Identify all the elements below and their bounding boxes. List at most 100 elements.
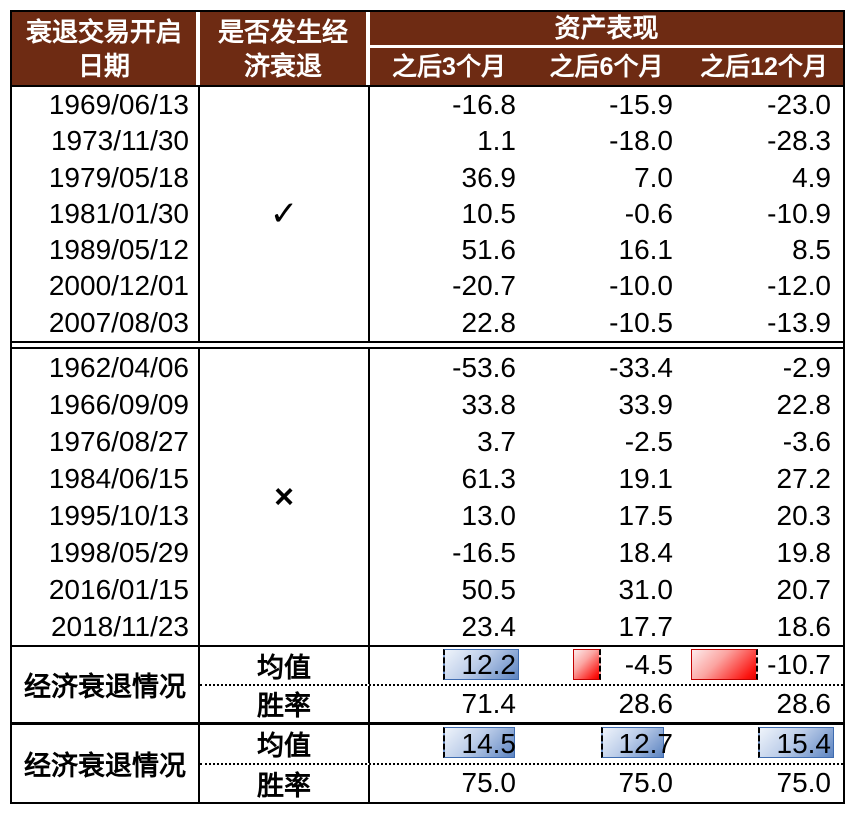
date-cell: 1998/05/29 <box>48 537 189 568</box>
values-column: -53.6 -33.4 -2.9 33.8 33.9 22.8 3.7 -2.5 -3.6 61.… <box>370 349 843 645</box>
value-row: -16.8 -15.9 -23.0 <box>370 87 843 123</box>
value-cell: -13.9 <box>767 306 831 338</box>
value-row: 33.8 33.9 22.8 <box>370 386 843 423</box>
value-row: -16.5 18.4 19.8 <box>370 534 843 571</box>
header-date-column: 衰退交易开启 日期 <box>12 12 196 85</box>
value-row: 3.7 -2.5 -3.6 <box>370 423 843 460</box>
data-bar <box>443 649 519 680</box>
mark-column: × <box>200 349 370 645</box>
date-cell: 1979/05/18 <box>48 161 189 193</box>
value-row: 23.4 17.7 18.6 <box>370 608 843 645</box>
value-cell: 22.8 <box>461 306 517 338</box>
value-cell: -18.0 <box>609 125 673 157</box>
mean-values: 12.2 -4.5 -10.7 <box>370 647 843 684</box>
win-values: 75.0 75.0 75.0 <box>370 765 843 803</box>
header-recession-line2: 济衰退 <box>243 50 322 81</box>
date-cell: 1973/11/30 <box>50 125 189 157</box>
win-row: 胜率 71.4 28.6 28.6 <box>200 685 843 722</box>
mean-values: 14.5 12.7 15.4 <box>370 725 843 763</box>
summary-label: 经济衰退情况 <box>12 725 200 802</box>
value-cell: -10.5 <box>609 306 673 338</box>
value-cell: -2.9 <box>782 352 831 383</box>
value-cell: 33.9 <box>618 389 674 420</box>
value-cell: -53.6 <box>452 352 516 383</box>
value-cell: 1.1 <box>477 125 516 157</box>
value-cell: 19.1 <box>618 463 674 494</box>
header-asset-group: 资产表现 之后3个月 之后6个月 之后12个月 <box>370 12 843 85</box>
mean-value-cell: -4.5 <box>528 647 685 684</box>
win-value-cell: 75.0 <box>776 767 832 799</box>
mean-value: -4.5 <box>624 649 673 681</box>
recession-mark: × <box>274 477 294 516</box>
value-row: 36.9 7.0 4.9 <box>370 160 843 196</box>
summary-section: 经济衰退情况 均值 12.2 -4.5 -10.7 胜率 71.4 28.6 28.6 <box>12 647 843 725</box>
mean-value-cell: 12.7 <box>528 725 685 763</box>
data-bar <box>573 649 601 680</box>
value-cell: 18.6 <box>776 611 832 642</box>
win-value-cell: 75.0 <box>618 767 674 799</box>
value-cell: 18.4 <box>618 537 674 568</box>
value-cell: 22.8 <box>776 389 832 420</box>
date-cell: 1984/06/15 <box>48 463 189 494</box>
mean-value: 12.7 <box>618 727 674 759</box>
header-recession-column: 是否发生经 济衰退 <box>200 12 366 85</box>
value-cell: -20.7 <box>452 270 516 302</box>
win-value-cell: 71.4 <box>461 687 517 719</box>
group-section: 1962/04/06 1966/09/09 1976/08/27 1984/06/15… <box>12 347 843 647</box>
date-cell: 1966/09/09 <box>48 389 189 420</box>
data-bar <box>601 727 664 758</box>
data-bar <box>758 727 834 758</box>
value-cell: 20.7 <box>776 574 832 605</box>
value-cell: -33.4 <box>609 352 673 383</box>
header-date-line1: 衰退交易开启 <box>25 16 182 47</box>
mean-row: 均值 12.2 -4.5 -10.7 <box>200 647 843 686</box>
mean-value: 14.5 <box>461 727 517 759</box>
value-cell: -12.0 <box>767 270 831 302</box>
date-column: 1969/06/13 1973/11/30 1979/05/18 1981/01/30… <box>12 87 200 341</box>
summary-right: 均值 14.5 12.7 15.4 胜率 75.0 75.0 75.0 <box>200 725 843 802</box>
date-cell: 2018/11/23 <box>50 611 189 642</box>
value-cell: 23.4 <box>461 611 517 642</box>
value-cell: 10.5 <box>461 197 517 229</box>
date-cell: 1969/06/13 <box>48 89 189 120</box>
value-cell: -3.6 <box>782 426 831 457</box>
value-cell: -2.5 <box>624 426 673 457</box>
header-date-line2: 日期 <box>77 50 130 81</box>
value-row: -20.7 -10.0 -12.0 <box>370 268 843 304</box>
value-cell: 4.9 <box>792 161 831 193</box>
header-asset-subrow: 之后3个月 之后6个月 之后12个月 <box>370 48 843 85</box>
summary-label: 经济衰退情况 <box>12 647 200 722</box>
group-section: 1969/06/13 1973/11/30 1979/05/18 1981/01/30… <box>12 87 843 343</box>
header-subcol-3m: 之后3个月 <box>392 52 506 81</box>
header-asset-title: 资产表现 <box>370 12 843 48</box>
value-row: 51.6 16.1 8.5 <box>370 232 843 268</box>
date-cell: 1981/01/30 <box>48 197 189 229</box>
value-cell: 8.5 <box>792 234 831 266</box>
values-column: -16.8 -15.9 -23.0 1.1 -18.0 -28.3 36.9 7.0 4.9 10… <box>370 87 843 341</box>
value-row: 22.8 -10.5 -13.9 <box>370 305 843 341</box>
value-cell: 61.3 <box>461 463 517 494</box>
win-value-cell: 28.6 <box>776 687 832 719</box>
win-value-cell: 28.6 <box>618 687 674 719</box>
value-row: 13.0 17.5 20.3 <box>370 497 843 534</box>
value-cell: -0.6 <box>624 197 673 229</box>
mean-value-cell: 14.5 <box>370 725 528 763</box>
data-table: 衰退交易开启 日期 是否发生经 济衰退 资产表现 之后3个月 之后6个月 之后1… <box>10 10 845 804</box>
date-column: 1962/04/06 1966/09/09 1976/08/27 1984/06/15… <box>12 349 200 645</box>
mean-label: 均值 <box>200 725 370 763</box>
value-cell: 17.7 <box>618 611 674 642</box>
value-row: 61.3 19.1 27.2 <box>370 460 843 497</box>
value-cell: 51.6 <box>461 234 517 266</box>
value-cell: -23.0 <box>767 89 831 120</box>
summary-section: 经济衰退情况 均值 14.5 12.7 15.4 胜率 75.0 75.0 75.0 <box>12 725 843 802</box>
mean-label: 均值 <box>200 647 370 684</box>
win-value-cell: 75.0 <box>461 767 517 799</box>
value-cell: 36.9 <box>461 161 517 193</box>
summary-right: 均值 12.2 -4.5 -10.7 胜率 71.4 28.6 28.6 <box>200 647 843 722</box>
mark-column: ✓ <box>200 87 370 341</box>
win-row: 胜率 75.0 75.0 75.0 <box>200 764 843 803</box>
header-recession-line1: 是否发生经 <box>217 16 348 47</box>
value-cell: -15.9 <box>609 89 673 120</box>
header-subcol-12m: 之后12个月 <box>700 52 828 81</box>
data-bar <box>691 649 758 680</box>
